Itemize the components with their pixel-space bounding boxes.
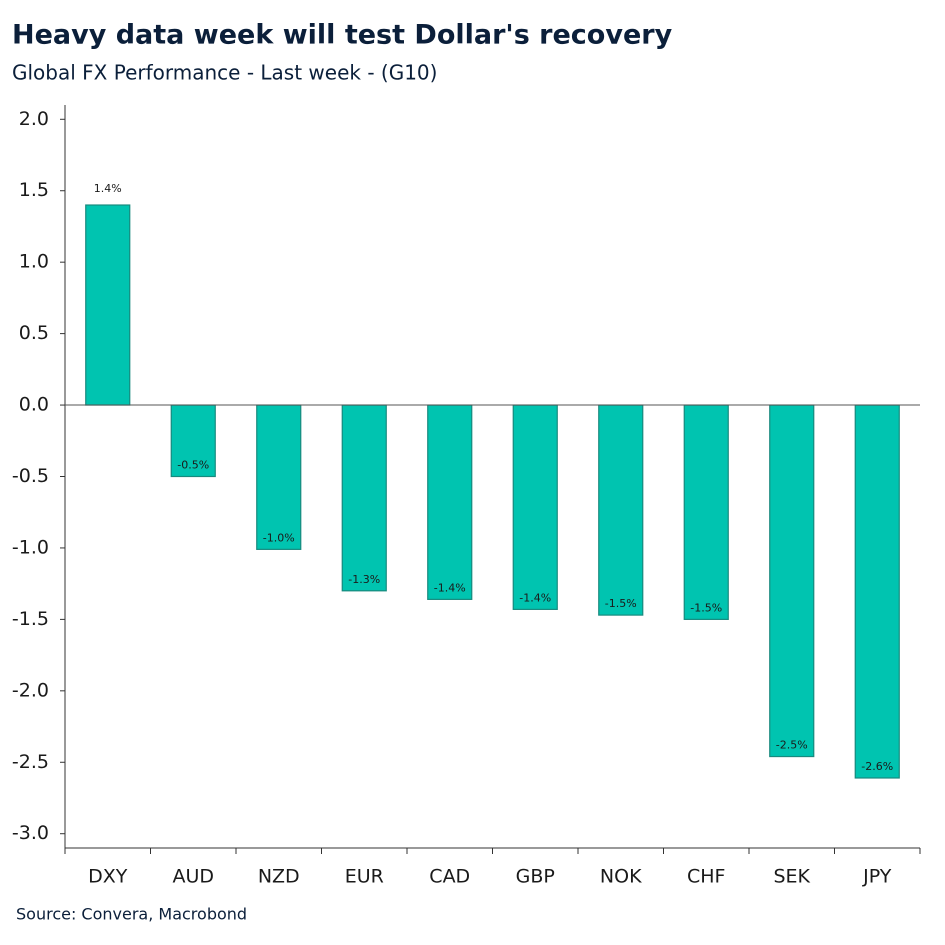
value-label: -2.5%	[776, 739, 808, 752]
value-label: -1.0%	[263, 531, 295, 544]
y-tick-label: -2.0	[12, 679, 49, 701]
value-label: 1.4%	[94, 182, 122, 195]
y-tick-label: 0.0	[19, 394, 49, 416]
y-tick-label: -0.5	[12, 465, 49, 487]
y-tick-label: 1.0	[19, 251, 49, 273]
bar	[341, 404, 387, 592]
value-label: -2.6%	[861, 760, 893, 773]
x-tick-label: NOK	[600, 866, 642, 888]
chart-subtitle: Global FX Performance - Last week - (G10…	[12, 61, 437, 85]
value-label: -1.3%	[348, 573, 380, 586]
chart-title: Heavy data week will test Dollar's recov…	[12, 20, 673, 51]
y-tick-label: -1.0	[12, 536, 49, 558]
y-tick-label: -1.5	[12, 608, 49, 630]
x-tick-label: DXY	[88, 866, 128, 888]
bar	[85, 204, 131, 406]
bar	[683, 404, 729, 620]
y-tick-label: 1.5	[19, 179, 49, 201]
y-tick-label: -3.0	[12, 822, 49, 844]
x-tick-label: GBP	[516, 866, 555, 888]
source-note: Source: Convera, Macrobond	[16, 905, 247, 924]
bar	[170, 404, 216, 478]
x-tick-label: AUD	[172, 866, 214, 888]
x-tick-label: NZD	[258, 866, 300, 888]
y-tick-label: 2.0	[19, 108, 49, 130]
value-label: -1.4%	[434, 581, 466, 594]
bar	[769, 404, 815, 758]
x-tick-label: CHF	[687, 866, 725, 888]
value-label: -1.5%	[605, 597, 637, 610]
bar	[427, 404, 473, 600]
x-tick-label: SEK	[773, 866, 810, 888]
value-label: -0.5%	[177, 459, 209, 472]
y-tick-label: 0.5	[19, 322, 49, 344]
bar	[256, 404, 302, 550]
bar	[512, 404, 558, 610]
value-label: -1.5%	[690, 601, 722, 614]
x-tick-label: EUR	[345, 866, 384, 888]
bar	[854, 404, 900, 779]
bar	[598, 404, 644, 616]
value-label: -1.4%	[519, 591, 551, 604]
x-tick-label: CAD	[429, 866, 470, 888]
y-tick-label: -2.5	[12, 751, 49, 773]
x-tick-label: JPY	[862, 866, 892, 888]
